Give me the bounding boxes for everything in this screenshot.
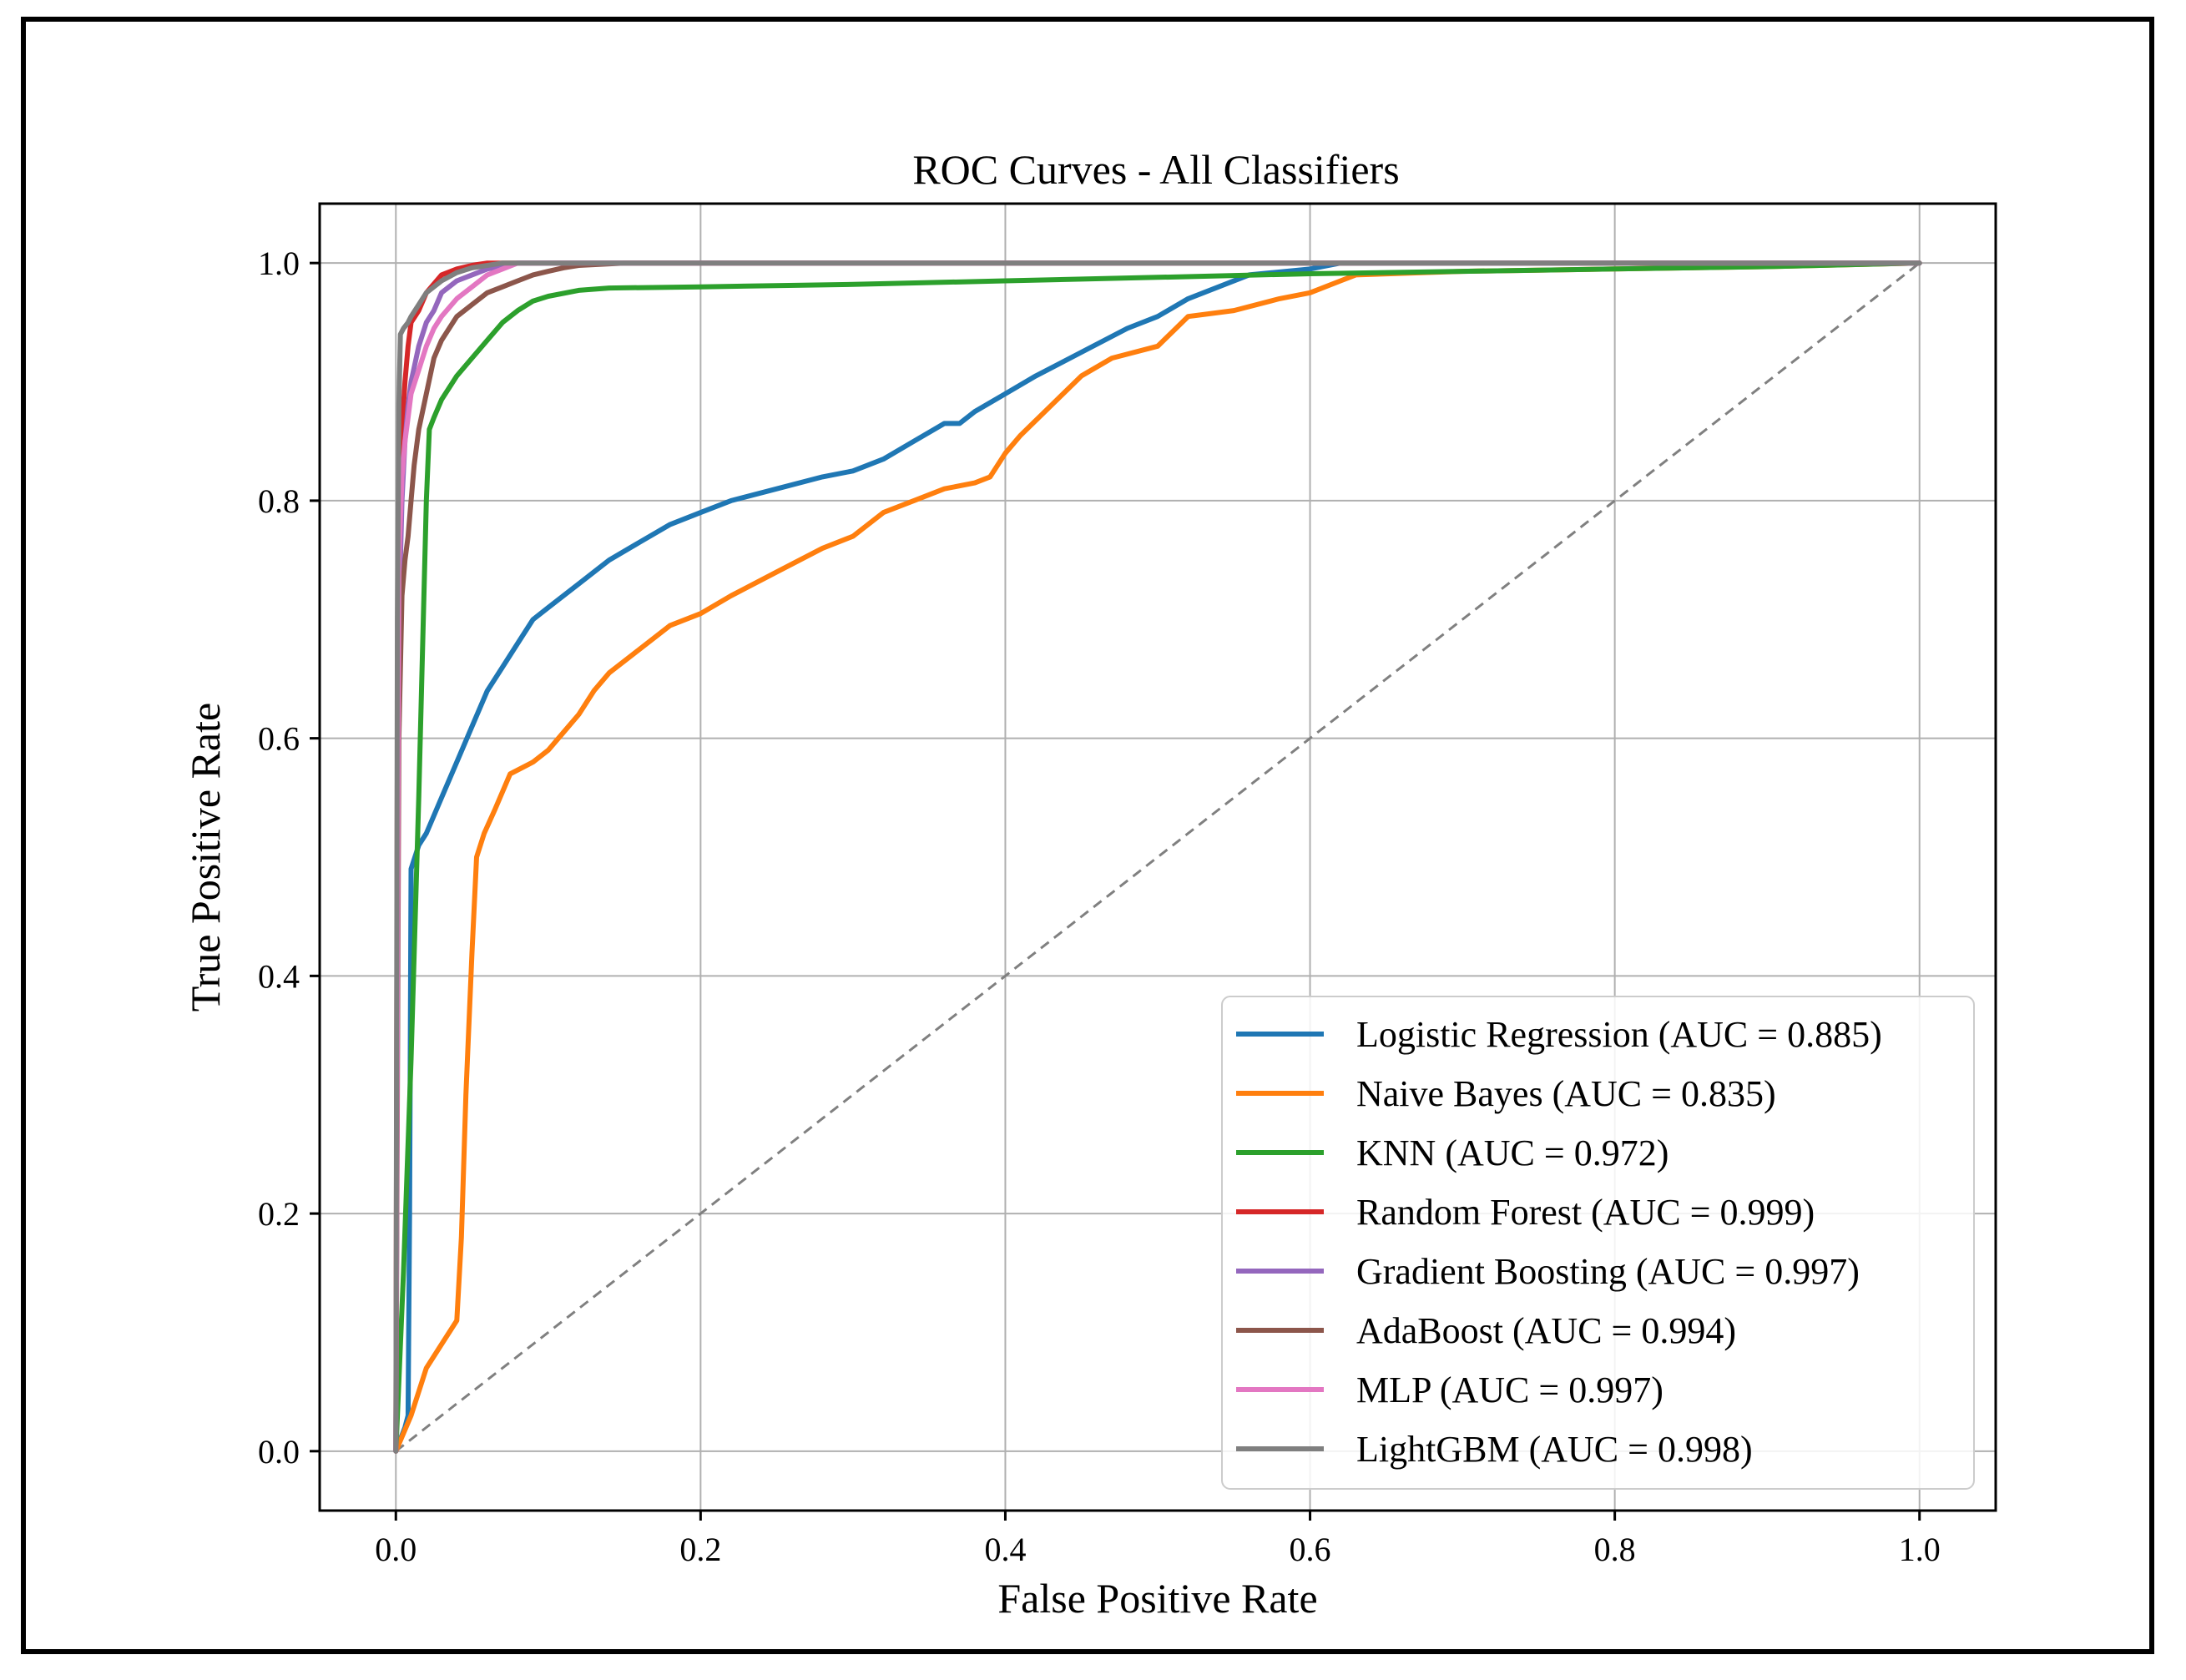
y-tick-label-4: 0.8 (258, 482, 300, 520)
x-axis-label: False Positive Rate (997, 1575, 1317, 1622)
series-line-2 (393, 260, 1922, 1454)
legend-label-0: Logistic Regression (AUC = 0.885) (1356, 1014, 1882, 1055)
axes-frame (318, 202, 1997, 1512)
series-line-7 (393, 260, 1922, 1454)
x-tick-label-5: 1.0 (1899, 1531, 1941, 1568)
x-tick-label-4: 0.8 (1594, 1531, 1636, 1568)
chart-title: ROC Curves - All Classifiers (912, 146, 1399, 193)
y-tick-label-5: 1.0 (258, 245, 300, 282)
x-tick-label-3: 0.6 (1290, 1531, 1331, 1568)
roc-series (393, 260, 1922, 1454)
legend-label-6: MLP (AUC = 0.997) (1356, 1370, 1663, 1410)
chance-diagonal-line (395, 261, 1921, 1453)
x-tick-label-1: 0.2 (679, 1531, 721, 1568)
y-tick-label-0: 0.0 (258, 1433, 300, 1471)
series-line-5 (393, 260, 1922, 1454)
y-tick-label-3: 0.6 (258, 720, 300, 758)
legend-label-5: AdaBoost (AUC = 0.994) (1356, 1310, 1736, 1351)
chance-baseline (395, 261, 1921, 1453)
x-axis-ticks: 0.0 0.2 0.4 0.6 0.8 1.0 (375, 1511, 1941, 1568)
legend-label-2: KNN (AUC = 0.972) (1356, 1133, 1669, 1173)
legend: Logistic Regression (AUC = 0.885) Naive B… (1221, 996, 1975, 1490)
legend-label-1: Naive Bayes (AUC = 0.835) (1356, 1073, 1776, 1114)
y-tick-label-1: 0.2 (258, 1195, 300, 1233)
legend-label-3: Random Forest (AUC = 0.999) (1356, 1192, 1815, 1233)
x-tick-label-2: 0.4 (984, 1531, 1026, 1568)
legend-label-7: LightGBM (AUC = 0.998) (1356, 1429, 1753, 1470)
y-axis-label: True Positive Rate (182, 703, 229, 1012)
series-line-1 (393, 260, 1922, 1454)
y-tick-label-2: 0.4 (258, 957, 300, 995)
y-axis-ticks: 0.0 0.2 0.4 0.6 0.8 1.0 (258, 245, 320, 1471)
x-tick-label-0: 0.0 (375, 1531, 417, 1568)
legend-box (1221, 996, 1975, 1490)
legend-label-4: Gradient Boosting (AUC = 0.997) (1356, 1251, 1860, 1292)
